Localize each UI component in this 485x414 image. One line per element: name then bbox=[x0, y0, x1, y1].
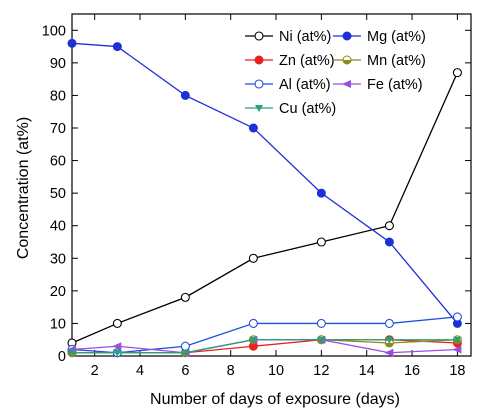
y-tick-label: 40 bbox=[50, 219, 66, 235]
legend-marker-fe bbox=[342, 80, 351, 88]
legend-label-cu: Cu (at%) bbox=[279, 101, 336, 117]
series-line-fe bbox=[71, 339, 458, 354]
data-point-ni bbox=[316, 237, 326, 247]
data-point-al bbox=[384, 318, 394, 328]
y-tick-label: 20 bbox=[50, 284, 66, 300]
series-line-ni bbox=[71, 72, 458, 344]
data-point-fe bbox=[384, 348, 394, 357]
legend-label-mn: Mn (at%) bbox=[367, 53, 426, 69]
y-tick-label: 0 bbox=[58, 349, 66, 365]
x-axis-label: Number of days of exposure (days) bbox=[150, 391, 400, 408]
series-mn bbox=[67, 335, 462, 358]
x-tick-label: 4 bbox=[136, 363, 144, 379]
data-point-mg bbox=[112, 42, 122, 52]
y-tick-label: 100 bbox=[42, 23, 66, 39]
legend-label-zn: Zn (at%) bbox=[279, 53, 335, 69]
legend-item-mg: Mg (at%) bbox=[333, 29, 426, 45]
series-layer bbox=[67, 38, 462, 358]
data-point-cu bbox=[113, 349, 122, 357]
data-point-mg bbox=[67, 38, 77, 48]
x-tick-label: 2 bbox=[91, 363, 99, 379]
data-point-al bbox=[248, 318, 258, 328]
legend-item-al: Al (at%) bbox=[245, 77, 331, 93]
legend-marker-mn-half bbox=[343, 60, 351, 64]
legend-label-al: Al (at%) bbox=[279, 77, 331, 93]
data-point-ni bbox=[248, 253, 258, 263]
x-tick-label: 18 bbox=[449, 363, 465, 379]
data-point-cu bbox=[249, 336, 258, 344]
legend-item-zn: Zn (at%) bbox=[245, 53, 335, 69]
series-zn bbox=[67, 335, 462, 358]
y-tick-label: 50 bbox=[50, 186, 66, 202]
legend-label-ni: Ni (at%) bbox=[279, 29, 331, 45]
legend: Ni (at%) Mg (at%) Zn (at%) Mn (at%) Al (at%)… bbox=[245, 29, 426, 117]
data-point-ni bbox=[452, 68, 462, 78]
legend-item-ni: Ni (at%) bbox=[245, 29, 331, 45]
legend-label-mg: Mg (at%) bbox=[367, 29, 426, 45]
data-point-ni bbox=[180, 292, 190, 302]
series-fe bbox=[67, 335, 462, 357]
legend-marker-mn bbox=[342, 55, 352, 65]
axes: 2 4 6 8 10 12 14 16 18 0 10 20 30 40 50 60 70 80 90 100 bbox=[42, 14, 471, 379]
x-tick-label: 8 bbox=[227, 363, 235, 379]
legend-label-fe: Fe (at%) bbox=[367, 77, 423, 93]
y-tick-label: 30 bbox=[50, 251, 66, 267]
data-point-cu bbox=[453, 336, 462, 344]
legend-marker-cu bbox=[255, 105, 263, 112]
y-tick-label: 60 bbox=[50, 154, 66, 170]
legend-item-cu: Cu (at%) bbox=[245, 101, 336, 117]
y-tick-label: 10 bbox=[50, 316, 66, 332]
legend-marker-ni bbox=[254, 31, 264, 41]
data-point-cu bbox=[385, 336, 394, 344]
data-point-mg bbox=[180, 90, 190, 100]
legend-item-mn: Mn (at%) bbox=[333, 53, 426, 69]
y-tick-label: 80 bbox=[50, 88, 66, 104]
data-point-mg bbox=[248, 123, 258, 133]
x-tick-label: 16 bbox=[404, 363, 420, 379]
data-point-mn-half bbox=[385, 342, 394, 347]
data-point-al bbox=[452, 312, 462, 322]
y-axis-label: Concentration (at%) bbox=[15, 117, 32, 259]
x-tick-label: 14 bbox=[359, 363, 375, 379]
legend-marker-al bbox=[254, 79, 264, 89]
data-point-cu bbox=[181, 349, 190, 357]
series-cu bbox=[68, 336, 462, 357]
x-tick-label: 12 bbox=[313, 363, 329, 379]
data-point-mg bbox=[384, 237, 394, 247]
series-line-zn bbox=[72, 339, 458, 354]
data-point-ni bbox=[112, 318, 122, 328]
legend-item-fe: Fe (at%) bbox=[333, 77, 423, 93]
x-tick-label: 6 bbox=[181, 363, 189, 379]
y-tick-label: 90 bbox=[50, 56, 66, 72]
plot-area bbox=[71, 13, 472, 357]
data-point-al bbox=[180, 341, 190, 351]
plot-frame bbox=[71, 13, 472, 357]
y-tick-label: 70 bbox=[50, 121, 66, 137]
data-point-cu bbox=[317, 336, 326, 344]
series-line-mn bbox=[72, 339, 458, 354]
series-ni bbox=[67, 68, 462, 348]
series-mg bbox=[67, 38, 462, 328]
data-point-fe bbox=[112, 342, 122, 351]
data-point-cu bbox=[68, 349, 76, 357]
legend-marker-mg bbox=[342, 31, 352, 41]
legend-marker-zn bbox=[254, 55, 264, 65]
data-point-mg bbox=[316, 188, 326, 198]
x-tick-label: 10 bbox=[268, 363, 284, 379]
series-line-cu bbox=[72, 339, 458, 354]
data-point-ni bbox=[384, 221, 394, 231]
data-point-fe bbox=[452, 345, 462, 354]
data-point-al bbox=[316, 318, 326, 328]
